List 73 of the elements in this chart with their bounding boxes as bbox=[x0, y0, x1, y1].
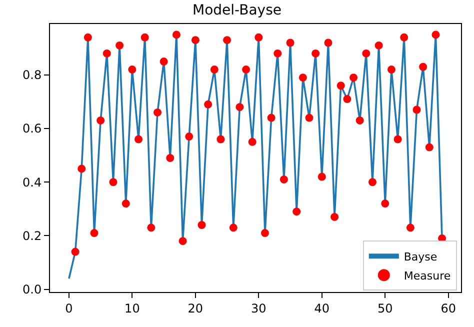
y-tick-label: 0.8 bbox=[22, 68, 42, 82]
point bbox=[216, 135, 225, 144]
point bbox=[336, 82, 345, 90]
point bbox=[96, 116, 105, 124]
point bbox=[178, 237, 187, 246]
point bbox=[172, 30, 180, 39]
point bbox=[204, 100, 212, 108]
x-tick-label: 30 bbox=[251, 301, 266, 316]
x-tick-label: 60 bbox=[440, 301, 456, 316]
point bbox=[292, 208, 301, 216]
x-tick-label: 40 bbox=[314, 301, 330, 316]
y-tick-label: 0.6 bbox=[22, 122, 42, 136]
point bbox=[330, 212, 339, 221]
point bbox=[274, 49, 282, 58]
point bbox=[71, 248, 80, 256]
x-tick-label: 10 bbox=[124, 301, 140, 316]
point bbox=[368, 178, 376, 186]
point bbox=[412, 106, 421, 114]
point bbox=[387, 66, 396, 74]
point bbox=[84, 33, 92, 42]
point bbox=[406, 224, 414, 232]
point bbox=[210, 66, 218, 74]
point bbox=[356, 116, 364, 124]
point bbox=[140, 33, 149, 42]
point bbox=[116, 41, 124, 50]
point bbox=[78, 164, 86, 173]
point bbox=[153, 108, 162, 116]
point bbox=[160, 58, 168, 66]
point bbox=[324, 38, 332, 47]
point bbox=[185, 132, 194, 141]
x-tick-label: 20 bbox=[188, 301, 204, 316]
point bbox=[432, 30, 440, 39]
point bbox=[312, 49, 320, 58]
point bbox=[90, 229, 98, 238]
point bbox=[318, 172, 326, 181]
point bbox=[350, 74, 358, 82]
point bbox=[400, 33, 408, 42]
point bbox=[248, 138, 256, 146]
y-tick-label: 0.4 bbox=[22, 175, 42, 190]
point bbox=[109, 178, 118, 186]
point bbox=[267, 114, 276, 122]
point bbox=[419, 62, 428, 71]
point bbox=[280, 175, 288, 184]
point bbox=[381, 200, 390, 208]
x-tick-label: 50 bbox=[377, 301, 393, 316]
point bbox=[425, 143, 434, 152]
chart-title: Model-Bayse bbox=[192, 2, 282, 19]
x-tick-label: 0 bbox=[65, 301, 73, 316]
point bbox=[236, 103, 244, 112]
point bbox=[254, 33, 263, 42]
point bbox=[102, 49, 111, 58]
point bbox=[394, 135, 402, 144]
point bbox=[229, 224, 238, 232]
point bbox=[343, 95, 352, 104]
point bbox=[128, 66, 136, 74]
y-tick-label: 0.0 bbox=[22, 282, 42, 297]
point bbox=[191, 36, 200, 44]
point bbox=[134, 135, 143, 144]
point bbox=[223, 36, 232, 44]
point bbox=[242, 66, 250, 74]
point bbox=[198, 221, 206, 229]
point bbox=[362, 49, 370, 58]
point bbox=[260, 229, 269, 238]
point bbox=[305, 114, 314, 122]
y-tick-label: 0.2 bbox=[22, 228, 42, 243]
point bbox=[374, 41, 383, 50]
point bbox=[298, 74, 307, 82]
legend-label: Measure bbox=[404, 269, 451, 282]
point bbox=[147, 224, 156, 232]
point bbox=[286, 38, 294, 47]
point bbox=[122, 200, 130, 208]
legend-label: Bayse bbox=[404, 250, 438, 264]
point bbox=[166, 154, 174, 162]
